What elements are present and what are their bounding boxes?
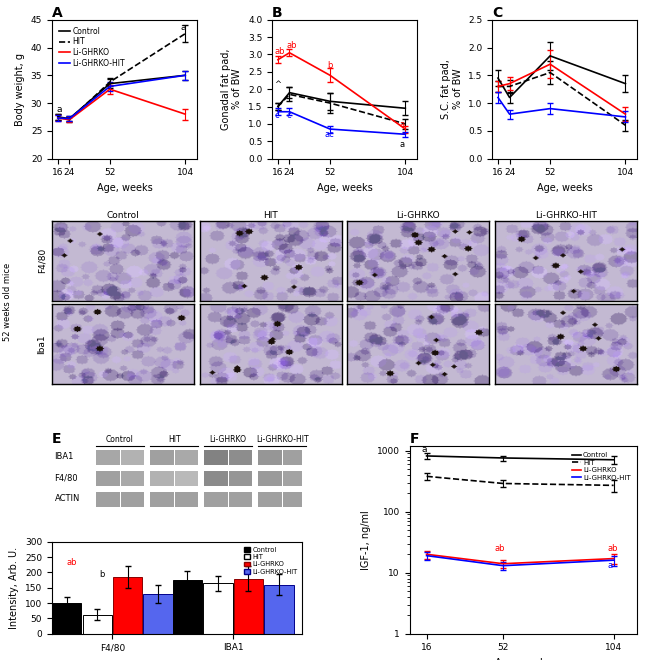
Bar [283, 449, 306, 465]
Bar [258, 449, 281, 465]
Bar [120, 471, 144, 486]
Text: ab: ab [274, 47, 285, 56]
Bar [264, 585, 294, 634]
Text: 52 weeks old mice: 52 weeks old mice [3, 263, 12, 341]
Bar [144, 594, 173, 634]
Bar [96, 492, 120, 507]
Text: ab: ab [607, 544, 618, 552]
Text: a: a [421, 445, 427, 454]
Text: F4/80: F4/80 [55, 473, 78, 482]
Text: a: a [400, 141, 405, 149]
Title: Li-GHRKO: Li-GHRKO [396, 211, 440, 220]
Bar [120, 492, 144, 507]
Bar [52, 603, 81, 634]
Bar [229, 449, 252, 465]
Bar [283, 492, 306, 507]
Bar [175, 492, 198, 507]
Text: a: a [400, 120, 405, 129]
Text: Control: Control [106, 435, 134, 444]
Text: ab: ab [495, 544, 505, 552]
Bar [96, 471, 120, 486]
Text: c: c [287, 111, 291, 120]
Legend: Control, HIT, Li-GHRKO, Li-GHRKO-HIT: Control, HIT, Li-GHRKO, Li-GHRKO-HIT [243, 545, 299, 576]
Legend: Control, HIT, Li-GHRKO, Li-GHRKO-HIT: Control, HIT, Li-GHRKO, Li-GHRKO-HIT [569, 449, 634, 484]
Bar [258, 471, 281, 486]
X-axis label: Age, weeks: Age, weeks [317, 183, 372, 193]
Text: ACTIN: ACTIN [55, 494, 80, 503]
Text: a: a [607, 561, 612, 570]
Text: ac: ac [324, 130, 334, 139]
Text: b: b [327, 61, 333, 71]
Bar [233, 579, 263, 634]
Text: b: b [99, 570, 105, 579]
Bar [258, 492, 281, 507]
Text: HIT: HIT [168, 435, 181, 444]
Text: A: A [52, 6, 63, 20]
Text: E: E [52, 432, 62, 446]
Text: B: B [272, 6, 283, 20]
Title: Li-GHRKO-HIT: Li-GHRKO-HIT [535, 211, 597, 220]
Text: ab: ab [67, 558, 77, 567]
X-axis label: Age, weeks: Age, weeks [97, 183, 152, 193]
Bar [150, 471, 174, 486]
X-axis label: Age, weeks: Age, weeks [495, 658, 551, 660]
Bar [83, 614, 112, 634]
Y-axis label: F4/80: F4/80 [38, 248, 46, 273]
Bar [120, 449, 144, 465]
Y-axis label: Gonadal fat pad,
% of BW: Gonadal fat pad, % of BW [221, 48, 242, 130]
Bar [204, 492, 227, 507]
Bar [150, 449, 174, 465]
Bar [203, 583, 233, 634]
Y-axis label: Body weight, g: Body weight, g [15, 53, 25, 125]
Bar [229, 492, 252, 507]
Text: a: a [57, 106, 62, 114]
Y-axis label: S.C. fat pad,
% of BW: S.C. fat pad, % of BW [441, 59, 463, 119]
Title: HIT: HIT [263, 211, 278, 220]
Bar [173, 580, 202, 634]
Text: C: C [492, 6, 502, 20]
Text: ab: ab [287, 41, 297, 50]
Text: a: a [181, 23, 187, 32]
Bar [96, 449, 120, 465]
Y-axis label: IGF-1, ng/ml: IGF-1, ng/ml [361, 510, 371, 570]
Y-axis label: Iba1: Iba1 [38, 334, 46, 354]
Bar [150, 492, 174, 507]
Bar [229, 471, 252, 486]
Text: Li-GHRKO: Li-GHRKO [209, 435, 246, 444]
Title: Control: Control [107, 211, 139, 220]
X-axis label: Age, weeks: Age, weeks [537, 183, 592, 193]
Text: IBA1: IBA1 [55, 452, 74, 461]
Text: c: c [274, 111, 279, 120]
Bar [113, 577, 142, 634]
Bar [175, 471, 198, 486]
Bar [204, 449, 227, 465]
Y-axis label: Intensity, Arb. U.: Intensity, Arb. U. [10, 546, 20, 629]
Text: Li-GHRKO-HIT: Li-GHRKO-HIT [256, 435, 309, 444]
Text: ^: ^ [274, 81, 281, 90]
Legend: Control, HIT, Li-GHRKO, Li-GHRKO-HIT: Control, HIT, Li-GHRKO, Li-GHRKO-HIT [56, 24, 128, 71]
Bar [283, 471, 306, 486]
Bar [175, 449, 198, 465]
Bar [204, 471, 227, 486]
Text: F: F [410, 432, 419, 446]
